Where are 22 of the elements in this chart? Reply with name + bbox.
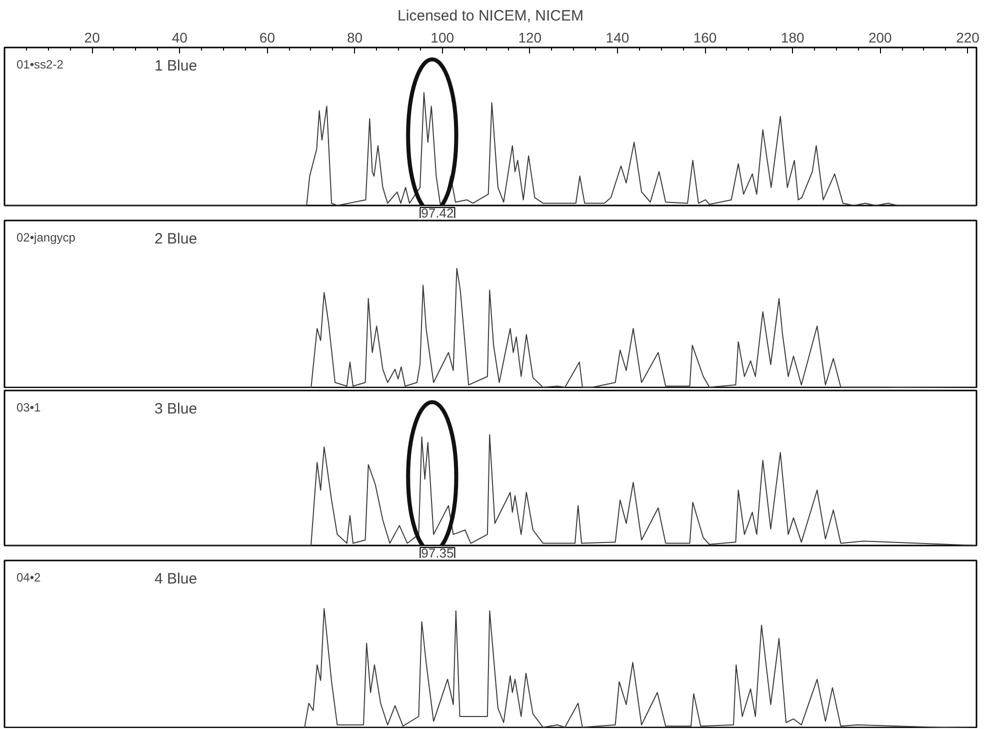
text: 4 Blue <box>154 570 198 588</box>
x-tick-label: 60 <box>259 30 276 46</box>
text: 03•1 <box>16 400 42 414</box>
text: 02•jangycp <box>16 230 76 244</box>
annotation: 97.42 <box>421 206 454 220</box>
chart-title: Licensed to NICEM, NICEM <box>398 8 584 24</box>
text: 1 Blue <box>154 58 198 74</box>
x-tick-label: 40 <box>172 30 188 46</box>
text: 3 Blue <box>154 400 198 418</box>
x-tick-label: 220 <box>956 30 980 46</box>
x-tick-label: 80 <box>346 30 363 46</box>
x-tick-label: 120 <box>518 30 542 46</box>
annotation: 97.35 <box>421 546 454 560</box>
text: 04•2 <box>16 570 42 584</box>
x-tick-label: 140 <box>606 30 630 46</box>
x-tick-label: 20 <box>84 30 100 46</box>
x-tick-label: 200 <box>868 30 892 46</box>
text: 2 Blue <box>154 230 198 248</box>
x-tick-label: 180 <box>780 30 804 46</box>
x-tick-label: 160 <box>693 30 717 46</box>
text: 01•ss2-2 <box>16 58 64 72</box>
x-tick-label: 100 <box>430 30 454 46</box>
